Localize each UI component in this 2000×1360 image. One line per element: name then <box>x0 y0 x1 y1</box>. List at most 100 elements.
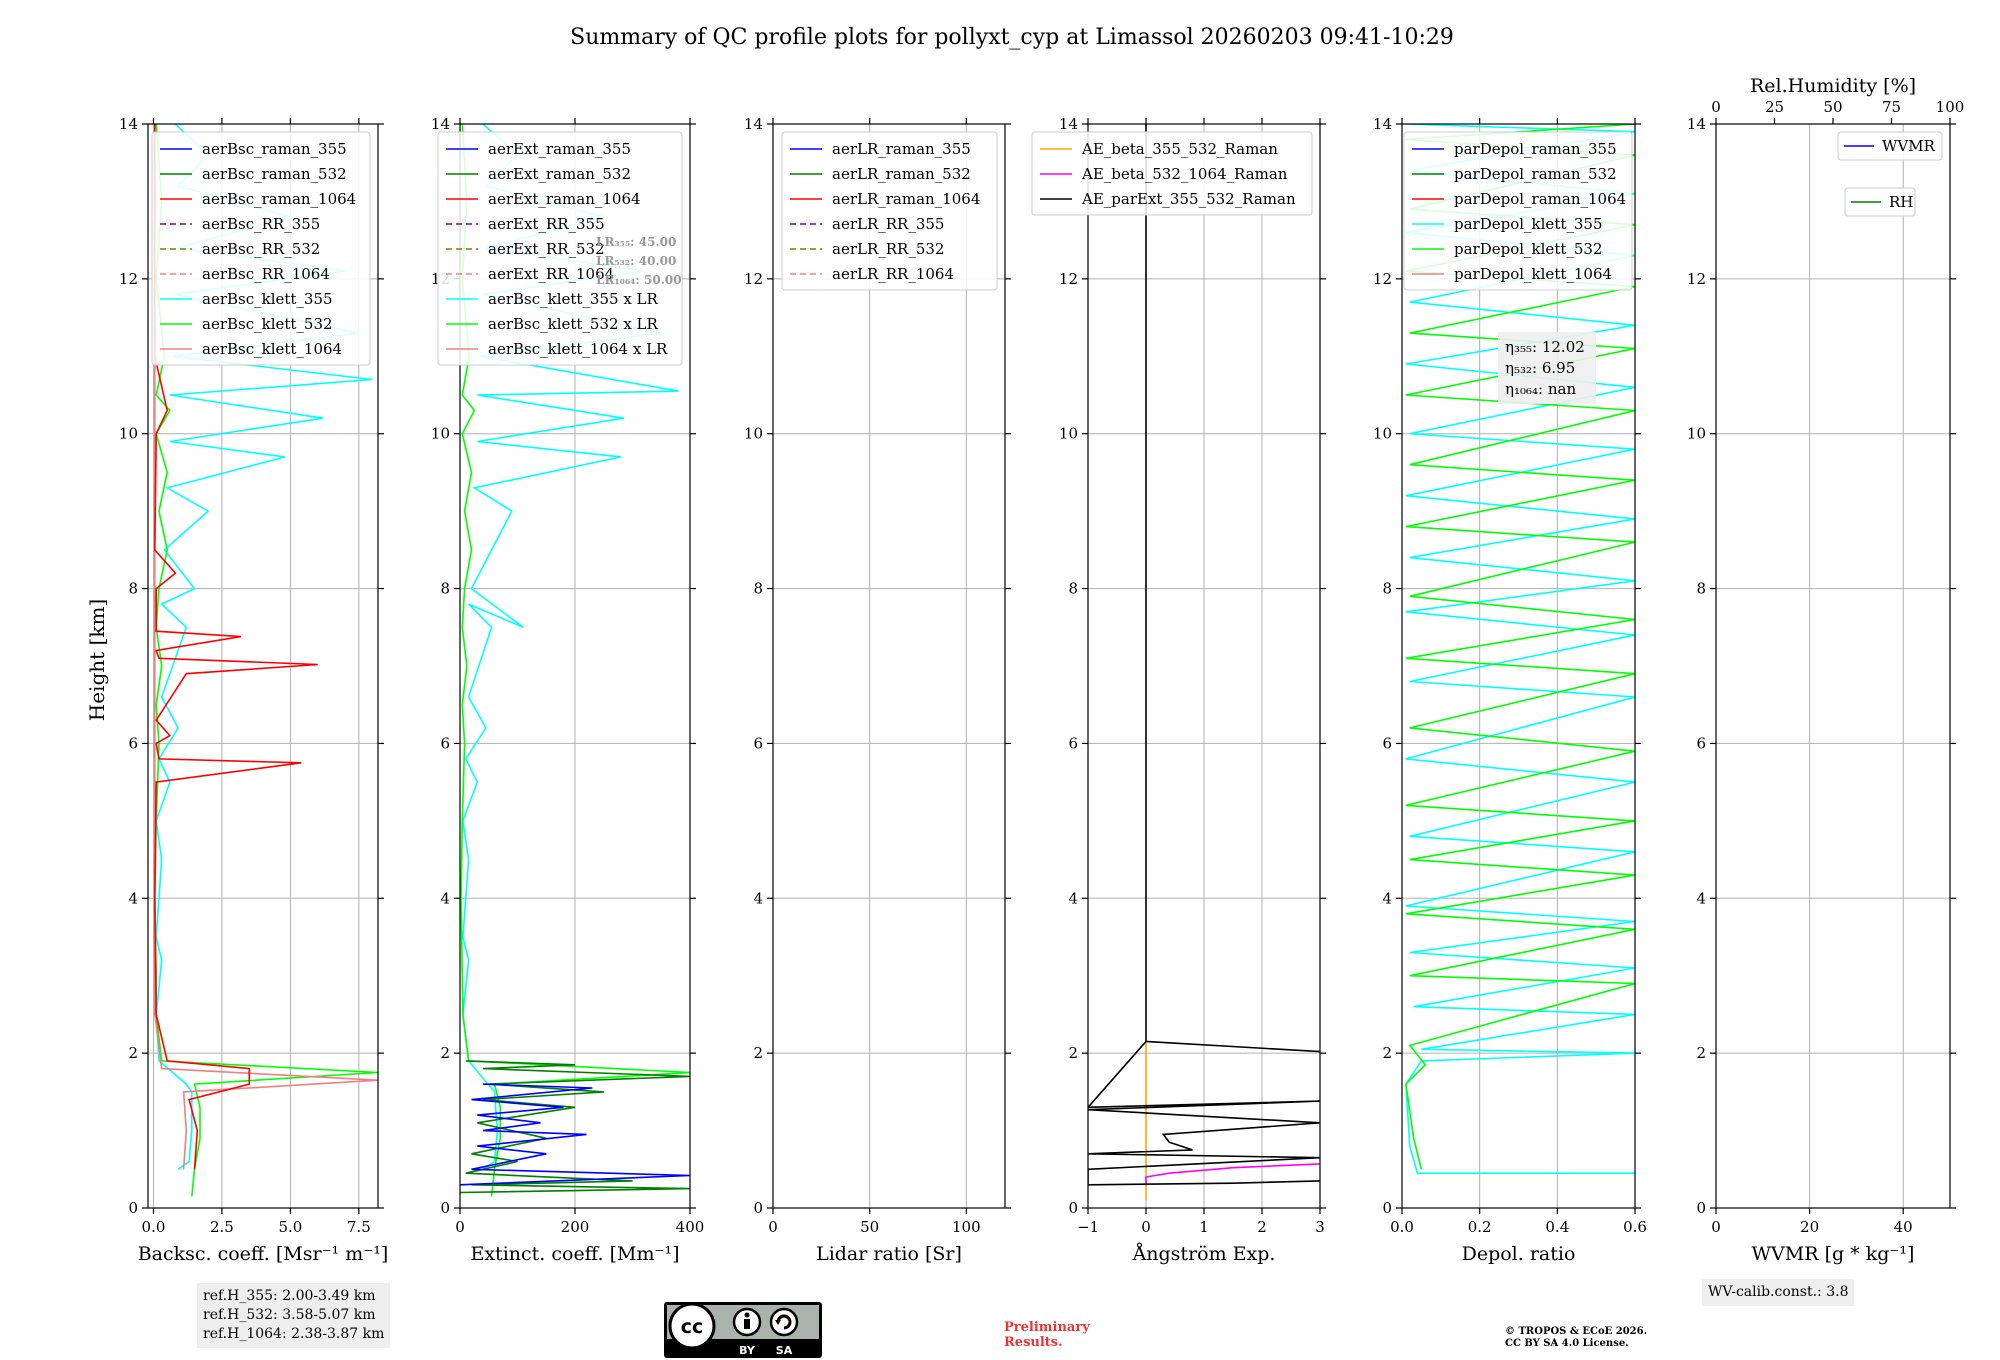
legend-label-7: aerBsc_klett_532 x LR <box>488 315 659 333</box>
y-tick-label-0: 0 <box>1696 1199 1706 1217</box>
legend-box <box>781 131 998 291</box>
legend-label-4: parDepol_klett_532 <box>1454 240 1603 258</box>
legend-label-4: aerBsc_RR_532 <box>202 240 320 258</box>
x-tick-label-1: 2.5 <box>210 1218 234 1236</box>
copyright-line-1: © TROPOS & ECoE 2026. <box>1505 1326 1648 1337</box>
y-tick-label-6: 12 <box>119 270 138 288</box>
y-tick-label-2: 4 <box>440 889 450 907</box>
preliminary-results-note: Preliminary Results. <box>1004 1320 1090 1350</box>
legend-label-0: WVMR <box>1882 137 1936 155</box>
series-AE_parExt_355_532_Raman <box>1088 124 1320 1186</box>
y-tick-label-0: 0 <box>753 1199 763 1217</box>
y-tick-label-7: 14 <box>1687 115 1706 133</box>
legend-box <box>1031 131 1313 216</box>
ref-height-355: ref.H_355: 2.00-3.49 km <box>203 1288 376 1304</box>
x-tick-label-2: 5.0 <box>278 1218 302 1236</box>
y-tick-label-3: 6 <box>1696 734 1706 752</box>
x-tick-label-2: 400 <box>676 1218 705 1236</box>
legend-label-3: aerLR_RR_355 <box>832 215 944 233</box>
ref-height-532: ref.H_532: 3.58-5.07 km <box>203 1307 376 1323</box>
legend-label-0: AE_beta_355_532_Raman <box>1081 140 1278 158</box>
legend-label-0: aerExt_raman_355 <box>488 140 631 158</box>
legend-label-1: parDepol_raman_532 <box>1454 165 1617 183</box>
y-tick-label-5: 10 <box>1687 425 1706 443</box>
legend-label-1: aerBsc_raman_532 <box>202 165 347 183</box>
y-tick-label-4: 8 <box>753 580 763 598</box>
legend-label-1: aerLR_raman_532 <box>832 165 971 183</box>
legend-label-6: aerBsc_klett_355 x LR <box>488 290 659 308</box>
y-tick-label-3: 6 <box>1382 734 1392 752</box>
cc-label-sa: SA <box>776 1344 793 1357</box>
legend-label-1: RH <box>1889 193 1913 211</box>
legend-label-6: aerBsc_klett_355 <box>202 290 333 308</box>
legend-label-3: aerBsc_RR_355 <box>202 215 320 233</box>
x-tick-label-1: 0 <box>1141 1218 1151 1236</box>
x-tick-label-2: 1 <box>1199 1218 1209 1236</box>
y-tick-label-4: 8 <box>1068 580 1078 598</box>
cc-label-by: BY <box>739 1344 756 1357</box>
legend-label-4: aerExt_RR_532 <box>488 240 605 258</box>
legend-label-7: aerBsc_klett_532 <box>202 315 333 333</box>
series-group <box>1088 124 1320 1201</box>
x-tick-label-4: 3 <box>1315 1218 1325 1236</box>
legend-box <box>437 131 683 366</box>
x-tick-label-0: −1 <box>1077 1218 1099 1236</box>
top-axis-label: Rel.Humidity [%] <box>1750 75 1916 97</box>
legend-box <box>151 131 371 366</box>
y-tick-label-6: 12 <box>1373 270 1392 288</box>
y-tick-label-3: 6 <box>128 734 138 752</box>
preliminary-line-1: Preliminary <box>1004 1320 1090 1335</box>
eta-annotation-0: η₃₅₅: 12.02 <box>1505 338 1585 356</box>
series-AE_beta_532_1064_Raman <box>1145 1163 1320 1185</box>
x-tick-label-0: 0 <box>768 1218 778 1236</box>
axes-frame <box>772 123 1006 1209</box>
y-tick-label-7: 14 <box>119 115 138 133</box>
y-tick-label-5: 10 <box>431 425 450 443</box>
reference-height-box: ref.H_355: 2.00-3.49 km ref.H_532: 3.58-… <box>197 1283 391 1348</box>
y-tick-label-0: 0 <box>1068 1199 1078 1217</box>
legend-box <box>1403 131 1633 291</box>
legend-label-3: parDepol_klett_355 <box>1454 215 1603 233</box>
x-tick-label-2: 0.4 <box>1545 1218 1569 1236</box>
y-tick-label-7: 14 <box>1373 115 1392 133</box>
y-tick-label-5: 10 <box>744 425 763 443</box>
panel-6: 0 20 40 0 2 4 6 8 10 12 14 WVMR [g * kg⁻¹] 0 25 50 75 10… <box>1687 75 1964 1265</box>
y-tick-label-5: 10 <box>1059 425 1078 443</box>
y-tick-label-7: 14 <box>1059 115 1078 133</box>
y-tick-label-0: 0 <box>440 1199 450 1217</box>
ref-height-1064: ref.H_1064: 2.38-3.87 km <box>203 1326 385 1342</box>
x-tick-label-1: 20 <box>1800 1218 1819 1236</box>
y-tick-label-0: 0 <box>128 1199 138 1217</box>
svg-text:cc: cc <box>681 1316 704 1338</box>
x-tick-label-1: 200 <box>561 1218 590 1236</box>
series-parDepol_klett_355 <box>1405 124 1635 1174</box>
y-tick-label-6: 12 <box>1059 270 1078 288</box>
series-aerBsc_klett_1064 <box>154 124 378 1170</box>
legend-label-5: aerBsc_RR_1064 <box>202 265 330 283</box>
y-tick-label-1: 2 <box>1068 1044 1078 1062</box>
y-tick-label-4: 8 <box>1696 580 1706 598</box>
y-tick-label-1: 2 <box>440 1044 450 1062</box>
series-aerExt_raman_532 <box>460 1060 690 1194</box>
y-tick-label-2: 4 <box>753 889 763 907</box>
legend-label-4: aerLR_RR_532 <box>832 240 944 258</box>
x-tick-label-0: 0 <box>1711 1218 1721 1236</box>
legend-label-2: aerExt_raman_1064 <box>488 190 641 208</box>
x-axis-label: Backsc. coeff. [Msr⁻¹ m⁻¹] <box>138 1243 389 1265</box>
axes-frame <box>1401 123 1636 1209</box>
y-tick-label-2: 4 <box>128 889 138 907</box>
x-axis-label: Ångström Exp. <box>1132 1243 1276 1265</box>
x-tick-label-1: 50 <box>860 1218 879 1236</box>
series-aerExt_raman_355 <box>460 1083 690 1186</box>
y-tick-label-6: 12 <box>1687 270 1706 288</box>
y-tick-label-3: 6 <box>753 734 763 752</box>
legend-label-0: aerBsc_raman_355 <box>202 140 347 158</box>
x-tick-label-0: 0 <box>455 1218 465 1236</box>
x-tick-label-0: 0.0 <box>1390 1218 1414 1236</box>
legend-label-2: parDepol_raman_1064 <box>1454 190 1626 208</box>
eta-annotation-1: η₅₃₂: 6.95 <box>1505 359 1575 377</box>
y-tick-label-1: 2 <box>753 1044 763 1062</box>
x-tick-label-3: 2 <box>1257 1218 1267 1236</box>
